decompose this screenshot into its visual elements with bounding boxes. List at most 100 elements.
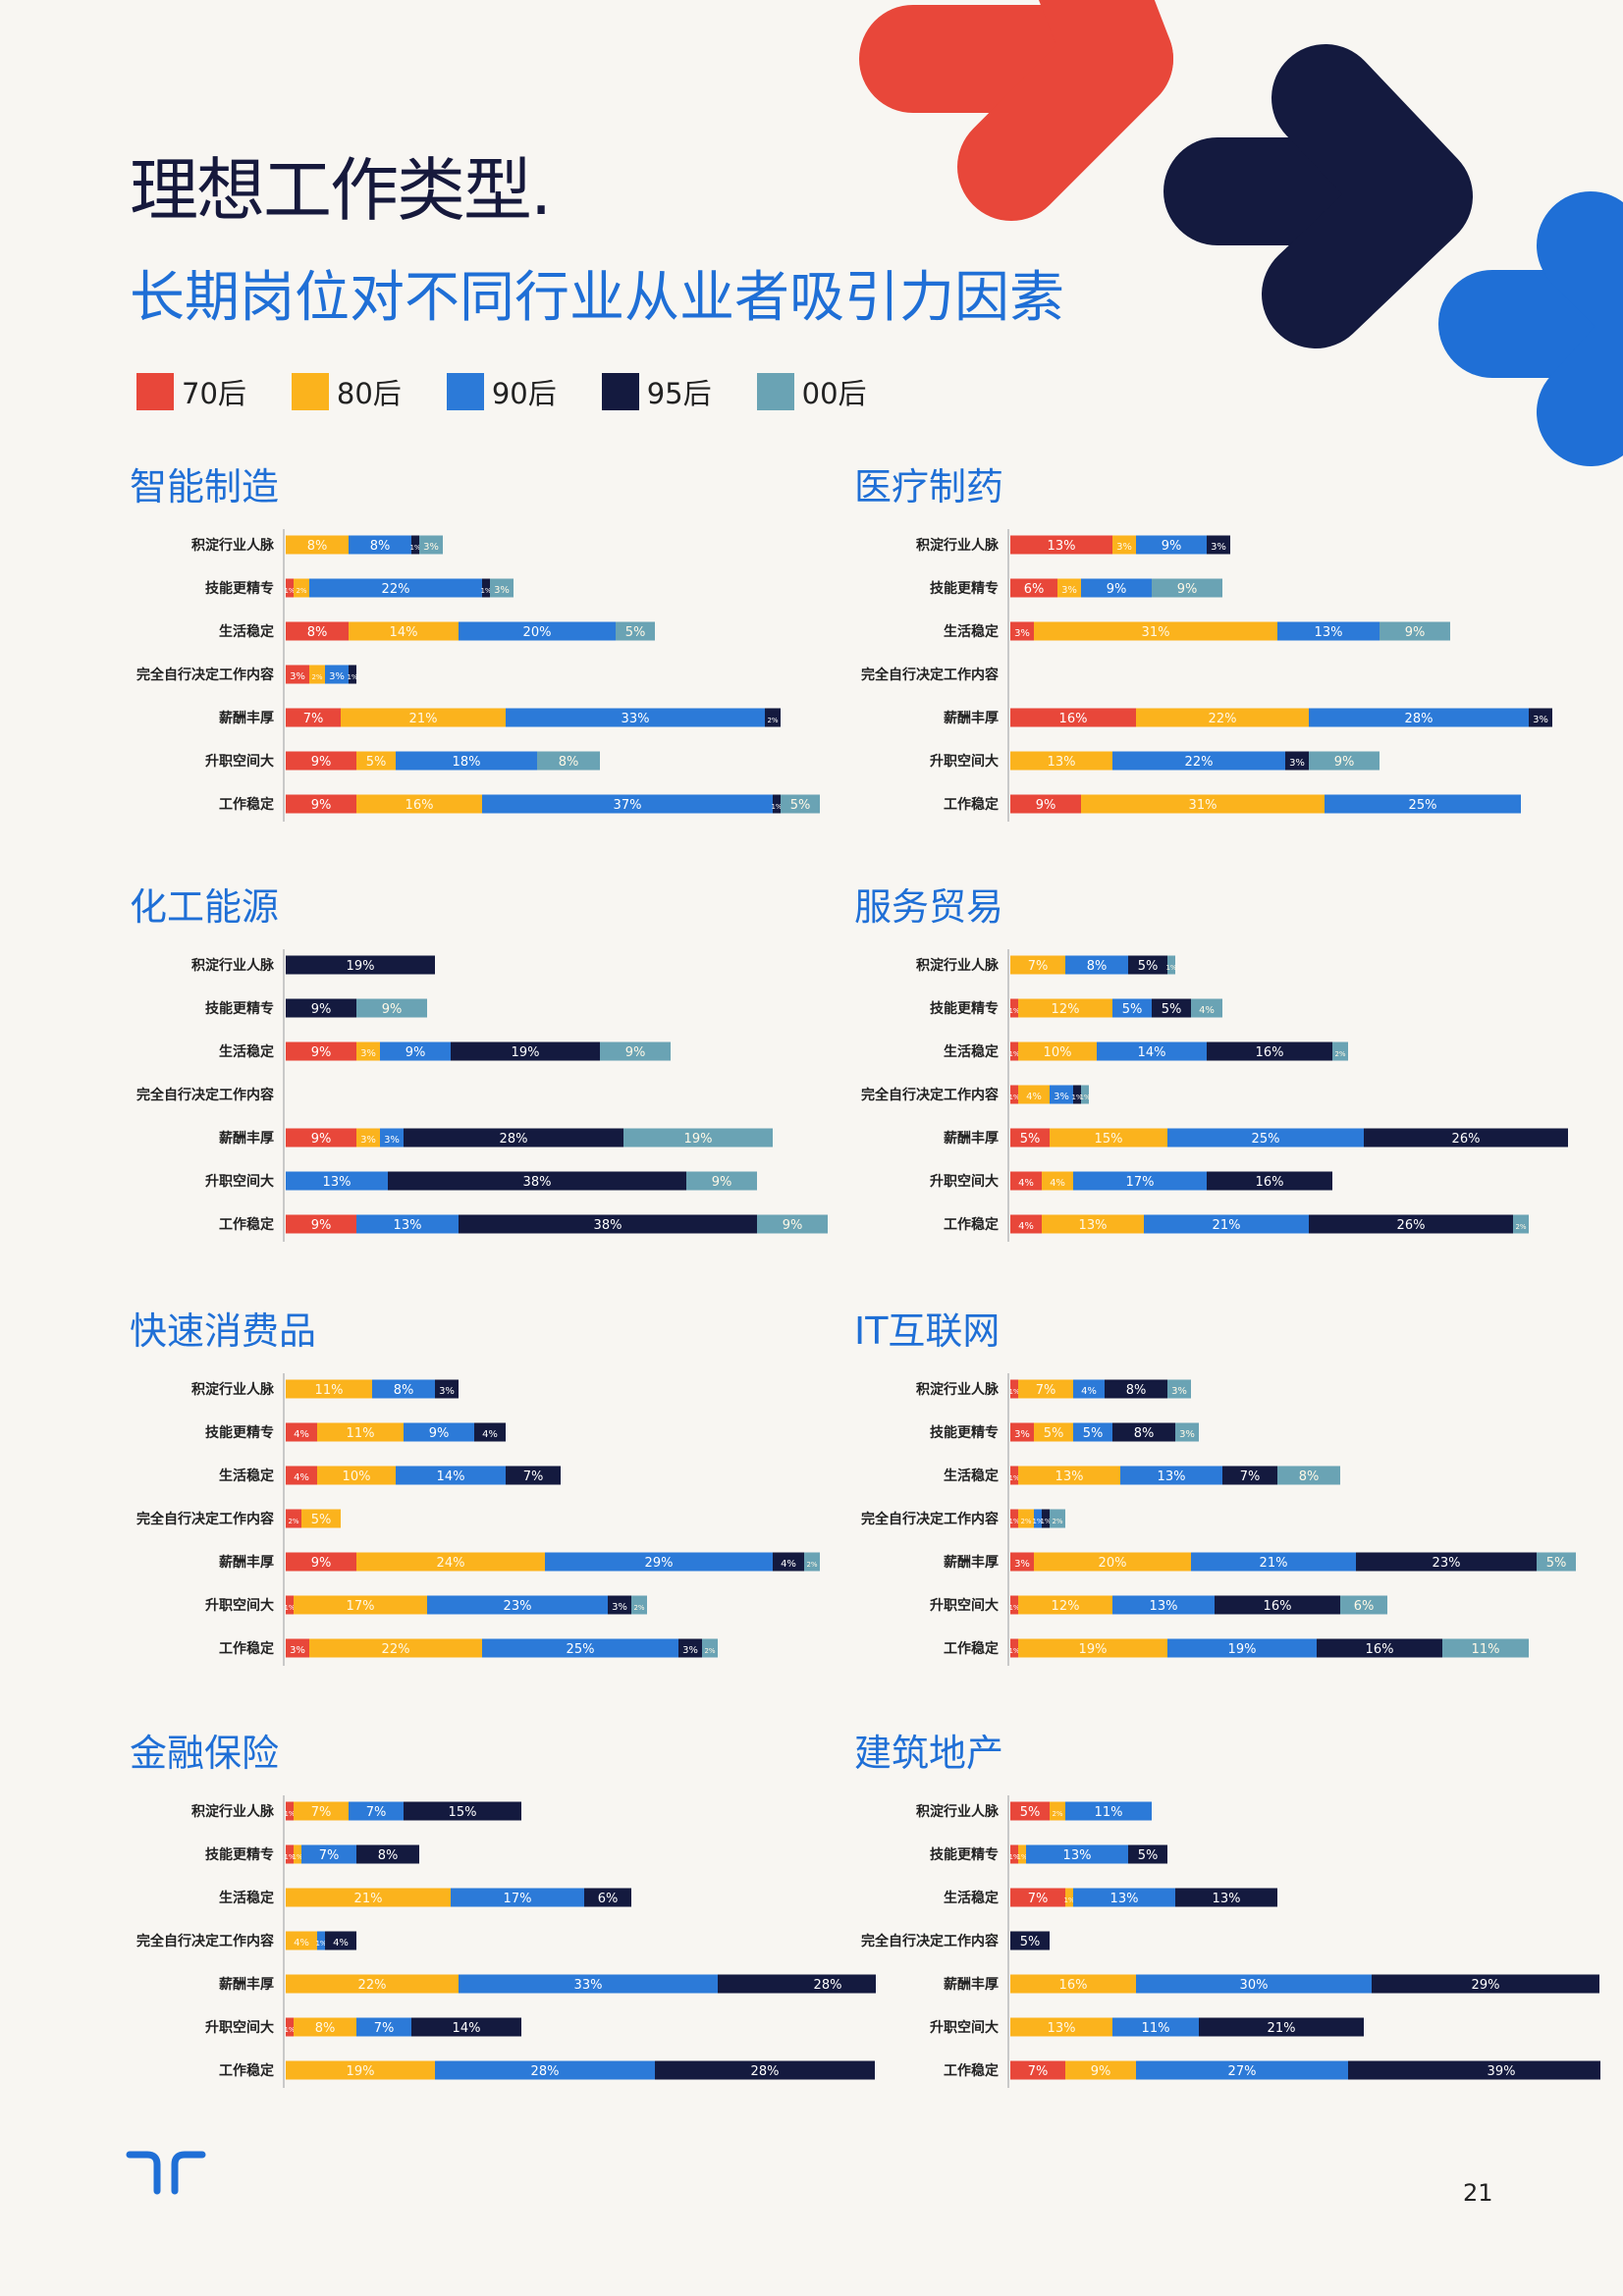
bar-value-label: 22%	[382, 1642, 410, 1657]
bar-segment	[301, 1509, 341, 1528]
bar-value-label: 5%	[1122, 1002, 1143, 1017]
bar-segment	[1010, 578, 1057, 598]
bar-segment	[1537, 1552, 1576, 1572]
bar-value-label: 15%	[449, 1805, 477, 1820]
bar-value-label: 4%	[482, 1429, 498, 1440]
bar-segment	[1034, 621, 1277, 641]
bar-segment	[356, 998, 427, 1018]
bar-value-label: 8%	[1126, 1383, 1147, 1398]
bar-segment	[1332, 1041, 1348, 1061]
bar-segment	[1010, 794, 1081, 814]
bar-segment	[294, 1595, 427, 1615]
bar-segment	[396, 751, 537, 771]
bar-segment	[1010, 1422, 1034, 1442]
bar-segment	[356, 1128, 380, 1148]
bar-segment	[286, 1595, 294, 1615]
bar-segment	[1010, 1844, 1018, 1864]
bar-segment	[1325, 794, 1521, 814]
bar-segment	[608, 1595, 631, 1615]
bar-value-label: 18%	[453, 755, 481, 770]
bar-segment	[781, 794, 820, 814]
bar-segment	[435, 2060, 655, 2080]
bar-value-label: 8%	[307, 625, 328, 640]
bar-segment	[1309, 751, 1380, 771]
bar-segment	[1167, 955, 1175, 975]
bar-segment	[286, 1509, 301, 1528]
bar-segment	[1277, 621, 1380, 641]
bar-value-label: 39%	[1488, 2064, 1516, 2079]
bar-value-label: 9%	[311, 1132, 332, 1147]
bar-value-label: 6%	[1024, 582, 1045, 597]
bar-segment	[482, 1638, 678, 1658]
bar-segment	[1010, 1509, 1018, 1528]
bar-value-label: 19%	[347, 2064, 375, 2079]
bar-value-label: 5%	[1020, 1935, 1041, 1949]
category-label: 薪酬丰厚	[944, 1130, 999, 1147]
bar-value-label: 1%	[1032, 1518, 1043, 1525]
bar-segment	[286, 578, 294, 598]
bar-value-label: 30%	[1240, 1978, 1269, 1993]
bar-segment	[1112, 2017, 1199, 2037]
category-label: 生活稳定	[944, 1468, 999, 1484]
bar-segment	[1317, 1638, 1442, 1658]
category-label: 技能更精专	[205, 1000, 274, 1017]
category-label: 工作稳定	[219, 2062, 274, 2079]
bar-segment	[1065, 2060, 1136, 2080]
bar-value-label: 11%	[1142, 2021, 1170, 2036]
bar-segment	[702, 1638, 718, 1658]
bar-value-label: 11%	[347, 1426, 375, 1441]
bar-value-label: 12%	[1052, 1599, 1080, 1614]
bar-segment	[1112, 1422, 1175, 1442]
bar-value-label: 21%	[1268, 2021, 1296, 2036]
bar-value-label: 1%	[480, 587, 491, 595]
bar-value-label: 7%	[1240, 1469, 1261, 1484]
bar-value-label: 3%	[329, 671, 345, 682]
bar-segment	[294, 1801, 349, 1821]
bar-value-label: 4%	[1018, 1221, 1034, 1232]
bar-segment	[1010, 998, 1018, 1018]
legend-label: 00后	[801, 377, 867, 410]
bar-value-label: 3%	[1061, 585, 1077, 596]
bar-value-label: 3%	[360, 1048, 376, 1059]
bar-segment	[1167, 1379, 1191, 1399]
bar-value-label: 13%	[323, 1175, 352, 1190]
bar-value-label: 3%	[439, 1386, 455, 1397]
bar-value-label: 1%	[1008, 1604, 1019, 1612]
bar-segment	[294, 1844, 301, 1864]
bar-value-label: 2%	[704, 1647, 715, 1655]
bar-segment	[286, 535, 349, 555]
bar-value-label: 19%	[1079, 1642, 1108, 1657]
category-label: 薪酬丰厚	[219, 1976, 274, 1993]
bar-segment	[1364, 1128, 1568, 1148]
bar-segment	[356, 1552, 545, 1572]
bar-value-label: 4%	[294, 1938, 309, 1949]
category-label: 薪酬丰厚	[219, 1130, 274, 1147]
bar-segment	[600, 1041, 671, 1061]
blue-arrow-icon	[1438, 191, 1623, 466]
category-label: 技能更精专	[930, 1424, 999, 1441]
bar-segment	[286, 1888, 451, 1907]
bar-segment	[325, 1931, 356, 1950]
bar-value-label: 1%	[284, 1810, 295, 1818]
category-label: 完全自行决定工作内容	[861, 1511, 999, 1527]
bar-segment	[317, 1422, 404, 1442]
bar-value-label: 9%	[311, 1045, 332, 1060]
bar-value-label: 14%	[453, 2021, 481, 2036]
category-label: 技能更精专	[205, 580, 274, 597]
bar-segment	[459, 1214, 757, 1234]
bar-value-label: 5%	[366, 755, 387, 770]
bar-segment	[286, 708, 341, 727]
bar-value-label: 31%	[1189, 798, 1217, 813]
bar-segment	[506, 1466, 561, 1485]
bar-segment	[427, 1595, 608, 1615]
category-label: 生活稳定	[219, 623, 274, 640]
bar-segment	[286, 1466, 317, 1485]
bar-value-label: 9%	[311, 1556, 332, 1571]
page-number: 21	[1463, 2179, 1493, 2207]
bar-value-label: 28%	[751, 2064, 780, 2079]
bar-segment	[616, 621, 655, 641]
bar-segment	[1010, 751, 1112, 771]
stacked-bar-chart: 积淀行业人脉 11% 8% 3% 技能更精专 4% 11% 9% 4% 生活稳定 4% 10% 14% 7…	[136, 1373, 820, 1666]
bar-segment	[1050, 1801, 1065, 1821]
bar-value-label: 11%	[315, 1383, 344, 1398]
